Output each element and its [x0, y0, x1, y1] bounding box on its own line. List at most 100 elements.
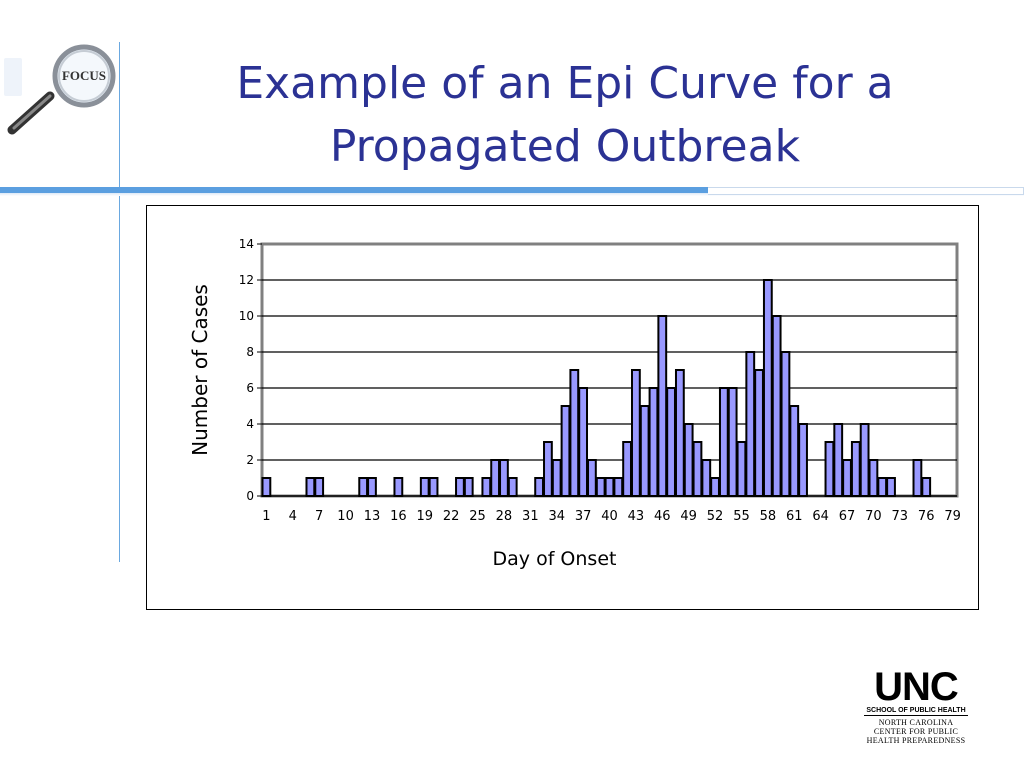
x-tick-label: 73: [892, 509, 909, 524]
x-tick-label: 58: [760, 509, 777, 524]
unc-logo-word: UNC: [874, 665, 959, 709]
bar: [543, 441, 553, 497]
bar: [463, 477, 474, 497]
bar: [824, 441, 835, 497]
y-tick-label: 4: [246, 417, 254, 431]
unc-center-line: CENTER FOR PUBLIC: [873, 727, 959, 736]
x-axis-label: Day of Onset: [493, 548, 617, 570]
bar: [718, 387, 729, 497]
bar: [727, 387, 738, 497]
bar: [499, 459, 509, 497]
bar: [780, 351, 791, 497]
bar: [877, 477, 888, 497]
unc-logo-subtitle: SCHOOL OF PUBLIC HEALTH: [864, 706, 968, 716]
x-tick-label: 61: [786, 509, 803, 524]
bar: [622, 441, 632, 497]
x-tick-label: 79: [944, 509, 961, 524]
x-tick-label: 43: [628, 509, 645, 524]
y-tick-label: 12: [239, 273, 254, 287]
bar: [639, 405, 650, 497]
x-tick-label: 70: [865, 509, 882, 524]
bar: [261, 477, 272, 497]
x-tick-label: 52: [707, 509, 724, 524]
bar: [578, 387, 589, 497]
unc-center-line: NORTH CAROLINA: [878, 718, 954, 727]
focus-logo-text: FOCUS: [62, 68, 106, 83]
vertical-divider: [119, 42, 120, 562]
bar: [490, 459, 501, 497]
x-tick-label: 37: [575, 509, 592, 524]
bar: [886, 477, 896, 497]
y-axis-label: Number of Cases: [188, 284, 212, 456]
y-tick-label: 8: [246, 345, 254, 359]
bar: [762, 279, 773, 497]
bar: [604, 477, 615, 497]
bar: [842, 459, 852, 497]
title-rule: [0, 187, 1024, 196]
bar: [419, 477, 430, 497]
bar: [745, 351, 756, 497]
x-tick-label: 10: [337, 509, 354, 524]
bar: [569, 369, 580, 497]
bar: [771, 315, 782, 497]
x-tick-label: 64: [812, 509, 829, 524]
bar: [507, 477, 518, 497]
bar: [455, 477, 465, 497]
bar: [305, 477, 316, 497]
bar: [710, 477, 720, 497]
bar: [358, 477, 369, 497]
bar: [428, 477, 439, 497]
bar: [534, 477, 545, 497]
x-tick-label: 28: [496, 509, 513, 524]
x-tick-label: 7: [315, 509, 323, 524]
bar: [666, 387, 676, 497]
bar: [314, 477, 325, 497]
bar: [630, 369, 641, 497]
x-tick-label: 76: [918, 509, 935, 524]
x-tick-label: 13: [364, 509, 381, 524]
x-tick-label: 34: [548, 509, 565, 524]
bar: [798, 423, 808, 497]
x-tick-label: 4: [289, 509, 297, 524]
bar: [859, 423, 870, 497]
slide-title: Example of an Epi Curve for a Propagated…: [150, 52, 980, 178]
y-tick-label: 0: [246, 489, 254, 503]
x-tick-label: 19: [416, 509, 433, 524]
unc-logo-center: NORTH CAROLINA CENTER FOR PUBLIC HEALTH …: [860, 718, 972, 745]
bar: [551, 459, 562, 497]
bar: [789, 405, 800, 497]
bar: [921, 477, 932, 497]
bar: [481, 477, 492, 497]
bar: [393, 477, 404, 497]
x-tick-label: 67: [839, 509, 856, 524]
bar: [912, 459, 923, 497]
bar: [674, 369, 685, 497]
y-tick-label: 14: [239, 237, 254, 251]
bar: [701, 459, 712, 497]
slide-title-line2: Propagated Outbreak: [329, 121, 801, 172]
bar: [648, 387, 659, 497]
x-tick-label: 55: [733, 509, 750, 524]
bar: [850, 441, 861, 497]
y-tick-label: 10: [239, 309, 254, 323]
title-rule-end: [708, 187, 1024, 195]
x-tick-label: 25: [469, 509, 486, 524]
x-tick-label: 46: [654, 509, 671, 524]
x-tick-label: 16: [390, 509, 407, 524]
grid-layer: [260, 242, 959, 498]
epi-curve-chart: 0 2 4 6 8 10 12 14 1 4 7 10 13 16 19 22 25 28 31 34 37 40 43 46…: [146, 205, 979, 610]
bar: [587, 459, 597, 497]
bar: [868, 459, 879, 497]
magnifying-glass-icon: FOCUS: [4, 44, 116, 135]
bar: [613, 477, 624, 497]
slide-title-line1: Example of an Epi Curve for a: [236, 58, 894, 109]
x-tick-label: 49: [680, 509, 697, 524]
bar: [692, 441, 703, 497]
bar: [833, 423, 844, 497]
bar: [367, 477, 377, 497]
y-tick-label: 2: [246, 453, 254, 467]
bar: [560, 405, 571, 497]
x-tick-label: 40: [601, 509, 618, 524]
